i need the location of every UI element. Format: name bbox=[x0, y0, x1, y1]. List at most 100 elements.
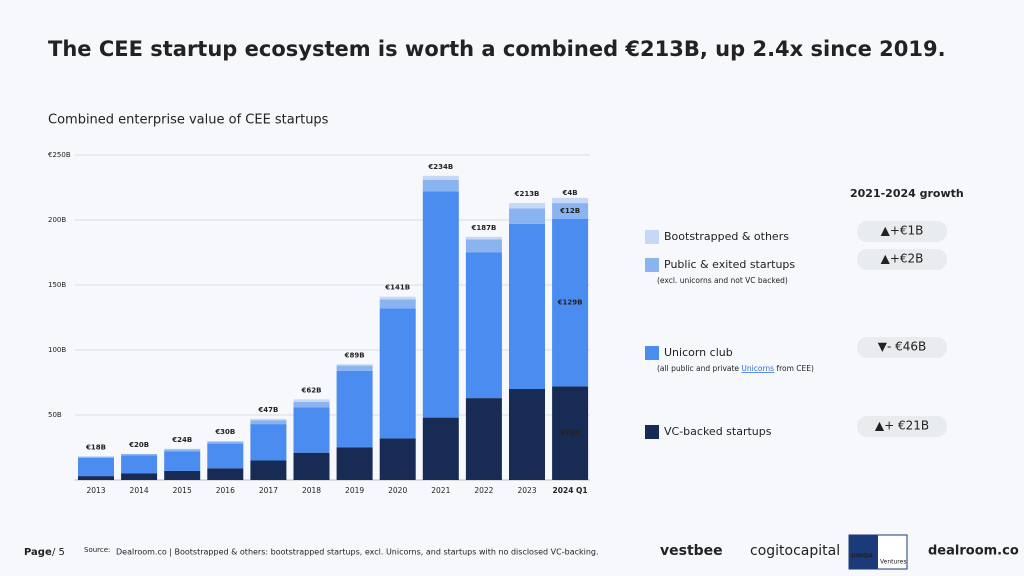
bar-segment bbox=[293, 407, 330, 453]
bar-segment bbox=[164, 470, 201, 480]
legend-label: Public & exited startups bbox=[664, 258, 795, 271]
growth-title: 2021-2024 growth bbox=[850, 187, 964, 200]
y-tick-label: 100B bbox=[48, 346, 66, 354]
total-label: €213B bbox=[514, 190, 540, 198]
total-label: €141B bbox=[384, 284, 410, 292]
legend-swatch bbox=[645, 258, 659, 272]
legend-note: (all public and private Unicorns from CE… bbox=[657, 364, 814, 373]
legend-note-part: from CEE) bbox=[774, 364, 814, 373]
y-tick-label: 150B bbox=[48, 281, 66, 289]
bar-segment bbox=[336, 364, 373, 366]
bar-segment bbox=[250, 460, 287, 480]
value-label: €4B bbox=[562, 189, 578, 197]
total-label: €47B bbox=[257, 406, 278, 414]
bar-segment bbox=[422, 191, 459, 418]
legend-swatch bbox=[645, 346, 659, 360]
bar-segment bbox=[422, 179, 459, 192]
total-label: €18B bbox=[85, 444, 106, 452]
total-label: €62B bbox=[301, 386, 322, 394]
x-tick-label: 2014 bbox=[130, 486, 149, 495]
bar-segment bbox=[336, 365, 373, 371]
legend-label: Bootstrapped & others bbox=[664, 230, 789, 243]
bar-segment bbox=[293, 452, 330, 480]
legend-note-link: Unicorns bbox=[741, 364, 774, 373]
y-tick-label: 200B bbox=[48, 216, 66, 224]
bar-segment bbox=[336, 370, 373, 448]
bar-segment bbox=[552, 218, 589, 387]
source: Dealroom.co | Bootstrapped & others: boo… bbox=[116, 548, 599, 557]
bar-segment bbox=[78, 457, 114, 477]
value-label: €72B bbox=[559, 429, 580, 437]
bar-segment bbox=[78, 456, 114, 458]
bar-segment bbox=[207, 441, 244, 442]
growth-pill bbox=[857, 337, 947, 358]
subtitle: Combined enterprise value of CEE startup… bbox=[48, 113, 329, 128]
x-tick-label: 2017 bbox=[259, 486, 278, 495]
bar-segment bbox=[509, 203, 545, 209]
growth-label: ▲+€1B bbox=[881, 224, 924, 238]
bar-segment bbox=[552, 386, 589, 480]
bar-segment bbox=[509, 389, 545, 480]
bar-segment bbox=[422, 175, 459, 180]
legend-swatch bbox=[645, 230, 659, 244]
growth-label: ▲+€2B bbox=[881, 252, 924, 266]
bar-segment bbox=[552, 197, 589, 204]
bar-segment bbox=[121, 473, 158, 480]
bar-segment bbox=[121, 454, 158, 456]
growth-pill bbox=[857, 249, 947, 270]
legend-label: VC-backed startups bbox=[664, 425, 772, 438]
bar-segment bbox=[164, 449, 201, 452]
bar-segment bbox=[422, 417, 459, 480]
legend-swatch bbox=[645, 425, 659, 439]
logo-uniqa: UNIQA bbox=[851, 553, 873, 560]
legend-note-part: (all public and private bbox=[657, 364, 741, 373]
title: The CEE startup ecosystem is worth a com… bbox=[48, 37, 946, 61]
x-tick-label: 2024 Q1 bbox=[553, 486, 588, 495]
total-label: €89B bbox=[344, 351, 365, 359]
bar-segment bbox=[465, 252, 502, 399]
logo-uniqa-left bbox=[849, 535, 878, 569]
logo-cogito: cogitocapital bbox=[750, 543, 840, 559]
bar-segment bbox=[379, 296, 416, 300]
bar-segment bbox=[250, 418, 287, 421]
x-tick-label: 2023 bbox=[517, 486, 536, 495]
total-label: €187B bbox=[470, 224, 496, 232]
value-label: €12B bbox=[559, 207, 580, 215]
x-tick-label: 2021 bbox=[431, 486, 450, 495]
bar-segment bbox=[379, 438, 416, 480]
legend-note: (excl. unicorns and not VC backed) bbox=[657, 276, 788, 285]
bar-segment bbox=[465, 239, 502, 253]
x-tick-label: 2015 bbox=[173, 486, 192, 495]
legend-label: Unicorn club bbox=[664, 346, 733, 359]
bar-segment bbox=[293, 399, 330, 402]
logo-ventures: Ventures bbox=[880, 559, 906, 566]
total-label: €30B bbox=[214, 428, 235, 436]
x-tick-label: 2020 bbox=[388, 486, 407, 495]
y-tick-label: 50B bbox=[48, 411, 62, 419]
x-tick-label: 2016 bbox=[216, 486, 235, 495]
bar-segment bbox=[78, 476, 114, 480]
bar-segment bbox=[207, 441, 244, 444]
growth-label: ▼- €46B bbox=[878, 340, 927, 354]
legend-note-part: (excl. unicorns and not VC backed) bbox=[657, 276, 788, 285]
growth-pill bbox=[857, 416, 947, 437]
bar-segment bbox=[552, 203, 589, 219]
x-tick-label: 2013 bbox=[86, 486, 105, 495]
bar-segment bbox=[509, 208, 545, 224]
bar-segment bbox=[121, 455, 158, 474]
bar-segment bbox=[207, 443, 244, 469]
bar-segment bbox=[379, 308, 416, 439]
bar-segment bbox=[379, 299, 416, 309]
bar-segment bbox=[250, 420, 287, 425]
value-label: €129B bbox=[557, 299, 583, 307]
logo-vestbee: vestbee bbox=[660, 543, 723, 559]
x-tick-label: 2018 bbox=[302, 486, 321, 495]
bar-segment bbox=[293, 402, 330, 408]
bar-segment bbox=[164, 448, 201, 450]
page-num: / 5 bbox=[52, 547, 65, 558]
growth-pill bbox=[857, 221, 947, 242]
x-tick-label: 2022 bbox=[474, 486, 493, 495]
bar-segment bbox=[250, 424, 287, 461]
total-label: €24B bbox=[171, 436, 192, 444]
